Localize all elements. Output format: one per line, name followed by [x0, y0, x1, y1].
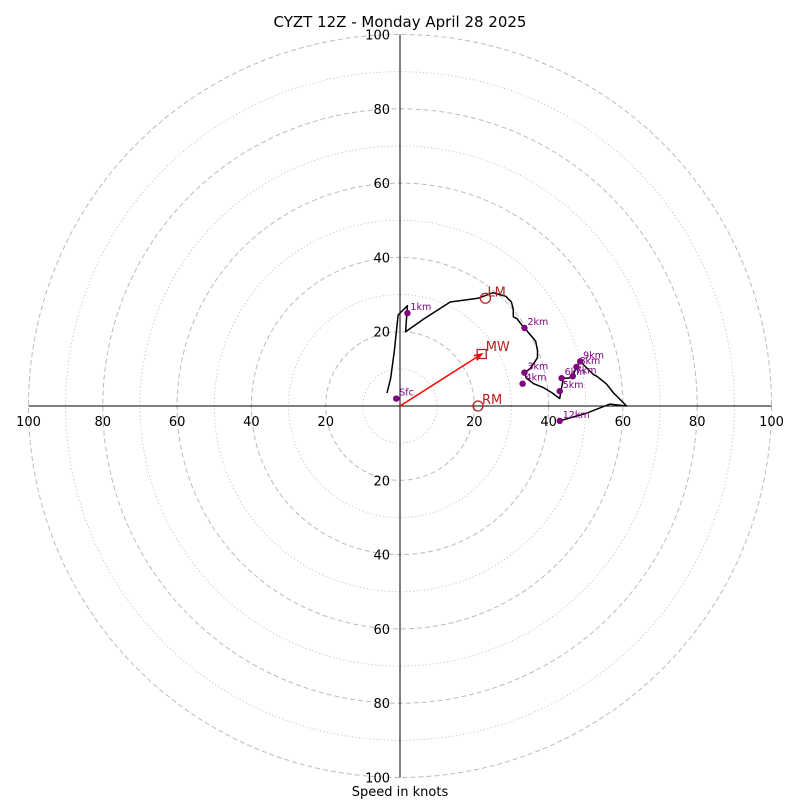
y-tick-label: 60	[373, 623, 390, 638]
height-marker-label: 12km	[563, 410, 590, 421]
x-tick-label: 60	[169, 415, 186, 430]
height-marker	[556, 387, 563, 395]
height-marker	[519, 380, 526, 387]
y-tick-label: 40	[373, 251, 390, 266]
x-tick-label: 20	[317, 415, 334, 430]
height-marker	[573, 363, 580, 371]
y-tick-label: 100	[365, 772, 390, 787]
x-tick-label: 80	[95, 415, 112, 430]
x-tick-label: 40	[540, 415, 557, 430]
left-mover-label: LM	[487, 285, 505, 300]
right-mover-label: RM	[482, 393, 502, 408]
x-axis-label: Speed in knots	[352, 785, 449, 800]
height-marker-label: 9km	[583, 350, 604, 361]
y-tick-label: 20	[373, 474, 390, 489]
height-marker	[556, 417, 563, 425]
x-tick-label: 80	[689, 415, 706, 430]
x-tick-label: 100	[759, 415, 784, 430]
height-marker-label: 6km	[565, 367, 586, 378]
storm-motion: LM MW RM	[399, 285, 510, 412]
y-tick-label: 80	[373, 103, 390, 118]
x-tick-label: 20	[466, 415, 483, 430]
tick-labels: 100 80 60 40 20 20 40 60 80 100 20 40 60 80 100 20 40 60 8…	[16, 29, 784, 787]
height-marker-label: 3km	[527, 362, 548, 373]
mean-wind-arrow	[399, 353, 483, 407]
x-tick-label: 60	[615, 415, 632, 430]
height-marker-label: Sfc	[399, 388, 414, 399]
height-marker	[558, 374, 565, 382]
height-marker	[521, 369, 528, 376]
mean-wind-marker	[476, 348, 487, 360]
height-marker	[521, 324, 528, 332]
x-tick-label: 100	[16, 415, 41, 430]
height-marker-label: 5km	[563, 380, 584, 391]
height-marker	[393, 395, 400, 402]
y-tick-label: 80	[373, 697, 390, 712]
y-tick-label: 40	[373, 549, 390, 564]
mean-wind-label: MW	[486, 340, 510, 355]
height-marker-label: 2km	[527, 317, 548, 328]
height-marker-label: 8km	[579, 356, 600, 367]
y-tick-label: 60	[373, 177, 390, 192]
height-marker-label: 4km	[526, 373, 547, 384]
y-tick-label: 20	[373, 326, 390, 341]
left-mover-marker	[479, 292, 492, 304]
y-tick-label: 100	[365, 29, 390, 44]
chart-title: CYZT 12Z - Monday April 28 2025	[274, 13, 527, 31]
height-marker	[569, 373, 576, 380]
height-marker	[576, 358, 584, 365]
height-marker	[404, 309, 411, 317]
height-marker-label: 1km	[410, 302, 431, 313]
x-tick-label: 40	[243, 415, 260, 430]
right-mover-marker	[472, 400, 484, 412]
height-marker-label: 7km	[576, 365, 597, 376]
